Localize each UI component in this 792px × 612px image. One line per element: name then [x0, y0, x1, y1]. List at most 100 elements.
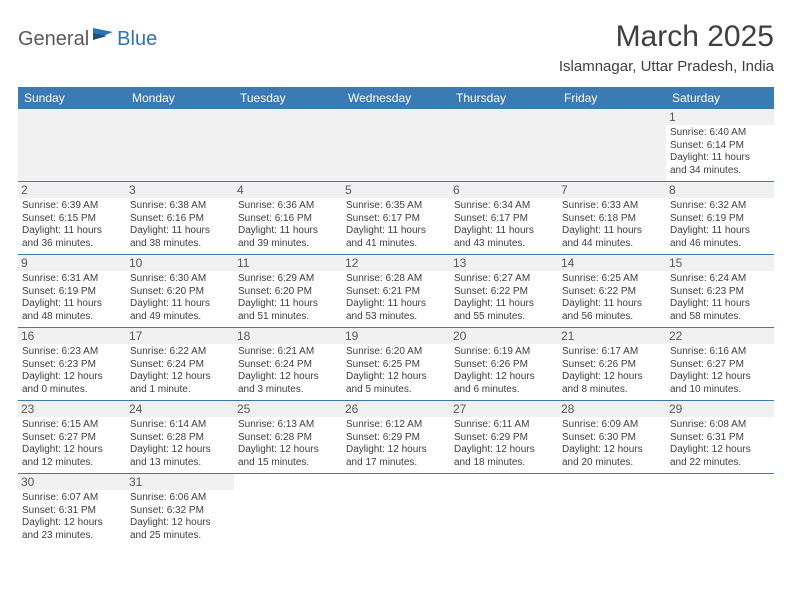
- day-info: Sunrise: 6:24 AMSunset: 6:23 PMDaylight:…: [670, 273, 770, 323]
- day-cell: 9 Sunrise: 6:31 AMSunset: 6:19 PMDaylight…: [18, 255, 126, 328]
- day-number: 30: [18, 474, 126, 490]
- day-number: 18: [234, 328, 342, 344]
- dow-header: Monday: [126, 87, 234, 109]
- day-cell: 12 Sunrise: 6:28 AMSunset: 6:21 PMDayligh…: [342, 255, 450, 328]
- day-info: Sunrise: 6:21 AMSunset: 6:24 PMDaylight:…: [238, 346, 338, 396]
- dow-row: SundayMondayTuesdayWednesdayThursdayFrid…: [18, 87, 774, 109]
- day-cell: 4Sunrise: 6:36 AMSunset: 6:16 PMDaylight…: [234, 182, 342, 255]
- location: Islamnagar, Uttar Pradesh, India: [559, 58, 774, 75]
- day-cell: 1 Sunrise: 6:40 AMSunset: 6:14 PMDaylight…: [666, 109, 774, 182]
- week-row: 23Sunrise: 6:15 AMSunset: 6:27 PMDayligh…: [18, 401, 774, 474]
- day-cell: 14Sunrise: 6:25 AMSunset: 6:22 PMDayligh…: [558, 255, 666, 328]
- dow-header: Wednesday: [342, 87, 450, 109]
- day-cell: 13Sunrise: 6:27 AMSunset: 6:22 PMDayligh…: [450, 255, 558, 328]
- day-info: Sunrise: 6:40 AMSunset: 6:14 PMDaylight:…: [670, 127, 770, 177]
- empty-cell: [558, 109, 666, 182]
- day-info: Sunrise: 6:19 AMSunset: 6:26 PMDaylight:…: [454, 346, 554, 396]
- day-number: 1: [666, 109, 774, 125]
- day-info: Sunrise: 6:08 AMSunset: 6:31 PMDaylight:…: [670, 419, 770, 469]
- day-cell: 23Sunrise: 6:15 AMSunset: 6:27 PMDayligh…: [18, 401, 126, 474]
- header: General Blue March 2025 Islamnagar, Utta…: [18, 20, 774, 75]
- day-cell: 8Sunrise: 6:32 AMSunset: 6:19 PMDaylight…: [666, 182, 774, 255]
- empty-cell: [558, 474, 666, 547]
- day-number: 31: [126, 474, 234, 490]
- empty-cell: [342, 109, 450, 182]
- day-cell: 30 Sunrise: 6:07 AMSunset: 6:31 PMDayligh…: [18, 474, 126, 547]
- day-info: Sunrise: 6:15 AMSunset: 6:27 PMDaylight:…: [22, 419, 122, 469]
- day-info: Sunrise: 6:36 AMSunset: 6:16 PMDaylight:…: [238, 200, 338, 250]
- day-number: 26: [342, 401, 450, 417]
- empty-cell: [18, 109, 126, 182]
- day-info: Sunrise: 6:38 AMSunset: 6:16 PMDaylight:…: [130, 200, 230, 250]
- day-cell: 25 Sunrise: 6:13 AMSunset: 6:28 PMDayligh…: [234, 401, 342, 474]
- calendar-table: SundayMondayTuesdayWednesdayThursdayFrid…: [18, 87, 774, 546]
- day-info: Sunrise: 6:11 AMSunset: 6:29 PMDaylight:…: [454, 419, 554, 469]
- dow-header: Friday: [558, 87, 666, 109]
- day-number: 10: [126, 255, 234, 271]
- day-info: Sunrise: 6:23 AMSunset: 6:23 PMDaylight:…: [22, 346, 122, 396]
- day-info: Sunrise: 6:07 AMSunset: 6:31 PMDaylight:…: [22, 492, 122, 542]
- day-info: Sunrise: 6:31 AMSunset: 6:19 PMDaylight:…: [22, 273, 122, 323]
- day-number: 9: [18, 255, 126, 271]
- day-info: Sunrise: 6:28 AMSunset: 6:21 PMDaylight:…: [346, 273, 446, 323]
- day-number: 8: [666, 182, 774, 198]
- day-info: Sunrise: 6:22 AMSunset: 6:24 PMDaylight:…: [130, 346, 230, 396]
- logo-text-blue: Blue: [117, 28, 157, 51]
- day-cell: 19 Sunrise: 6:20 AMSunset: 6:25 PMDayligh…: [342, 328, 450, 401]
- day-number: 27: [450, 401, 558, 417]
- day-number: 2: [18, 182, 126, 198]
- month-title: March 2025: [559, 20, 774, 54]
- day-info: Sunrise: 6:20 AMSunset: 6:25 PMDaylight:…: [346, 346, 446, 396]
- dow-header: Saturday: [666, 87, 774, 109]
- empty-cell: [450, 474, 558, 547]
- day-number: 20: [450, 328, 558, 344]
- day-info: Sunrise: 6:16 AMSunset: 6:27 PMDaylight:…: [670, 346, 770, 396]
- dow-header: Thursday: [450, 87, 558, 109]
- day-info: Sunrise: 6:30 AMSunset: 6:20 PMDaylight:…: [130, 273, 230, 323]
- day-number: 24: [126, 401, 234, 417]
- day-number: 12: [342, 255, 450, 271]
- day-number: 22: [666, 328, 774, 344]
- day-cell: 26 Sunrise: 6:12 AMSunset: 6:29 PMDayligh…: [342, 401, 450, 474]
- day-number: 25: [234, 401, 342, 417]
- day-cell: 11Sunrise: 6:29 AMSunset: 6:20 PMDayligh…: [234, 255, 342, 328]
- day-info: Sunrise: 6:14 AMSunset: 6:28 PMDaylight:…: [130, 419, 230, 469]
- day-info: Sunrise: 6:33 AMSunset: 6:18 PMDaylight:…: [562, 200, 662, 250]
- day-number: 19: [342, 328, 450, 344]
- day-number: 13: [450, 255, 558, 271]
- day-info: Sunrise: 6:09 AMSunset: 6:30 PMDaylight:…: [562, 419, 662, 469]
- dow-header: Sunday: [18, 87, 126, 109]
- day-cell: 24 Sunrise: 6:14 AMSunset: 6:28 PMDayligh…: [126, 401, 234, 474]
- day-info: Sunrise: 6:17 AMSunset: 6:26 PMDaylight:…: [562, 346, 662, 396]
- day-cell: 28 Sunrise: 6:09 AMSunset: 6:30 PMDayligh…: [558, 401, 666, 474]
- day-number: 5: [342, 182, 450, 198]
- day-number: 14: [558, 255, 666, 271]
- day-number: 17: [126, 328, 234, 344]
- day-info: Sunrise: 6:12 AMSunset: 6:29 PMDaylight:…: [346, 419, 446, 469]
- empty-cell: [234, 474, 342, 547]
- day-number: 28: [558, 401, 666, 417]
- day-cell: 17 Sunrise: 6:22 AMSunset: 6:24 PMDayligh…: [126, 328, 234, 401]
- day-number: 21: [558, 328, 666, 344]
- day-cell: 16Sunrise: 6:23 AMSunset: 6:23 PMDayligh…: [18, 328, 126, 401]
- day-cell: 21 Sunrise: 6:17 AMSunset: 6:26 PMDayligh…: [558, 328, 666, 401]
- day-cell: 6Sunrise: 6:34 AMSunset: 6:17 PMDaylight…: [450, 182, 558, 255]
- logo: General Blue: [18, 20, 157, 52]
- week-row: 1 Sunrise: 6:40 AMSunset: 6:14 PMDaylight…: [18, 109, 774, 182]
- day-info: Sunrise: 6:35 AMSunset: 6:17 PMDaylight:…: [346, 200, 446, 250]
- day-number: 3: [126, 182, 234, 198]
- logo-flag-icon: [93, 26, 115, 42]
- week-row: 2Sunrise: 6:39 AMSunset: 6:15 PMDaylight…: [18, 182, 774, 255]
- day-info: Sunrise: 6:13 AMSunset: 6:28 PMDaylight:…: [238, 419, 338, 469]
- day-cell: 29Sunrise: 6:08 AMSunset: 6:31 PMDayligh…: [666, 401, 774, 474]
- day-cell: 7Sunrise: 6:33 AMSunset: 6:18 PMDaylight…: [558, 182, 666, 255]
- week-row: 16Sunrise: 6:23 AMSunset: 6:23 PMDayligh…: [18, 328, 774, 401]
- day-cell: 5 Sunrise: 6:35 AMSunset: 6:17 PMDaylight…: [342, 182, 450, 255]
- empty-cell: [342, 474, 450, 547]
- empty-cell: [666, 474, 774, 547]
- day-cell: 18 Sunrise: 6:21 AMSunset: 6:24 PMDayligh…: [234, 328, 342, 401]
- empty-cell: [234, 109, 342, 182]
- day-cell: 10 Sunrise: 6:30 AMSunset: 6:20 PMDayligh…: [126, 255, 234, 328]
- week-row: 9 Sunrise: 6:31 AMSunset: 6:19 PMDaylight…: [18, 255, 774, 328]
- title-block: March 2025 Islamnagar, Uttar Pradesh, In…: [559, 20, 774, 75]
